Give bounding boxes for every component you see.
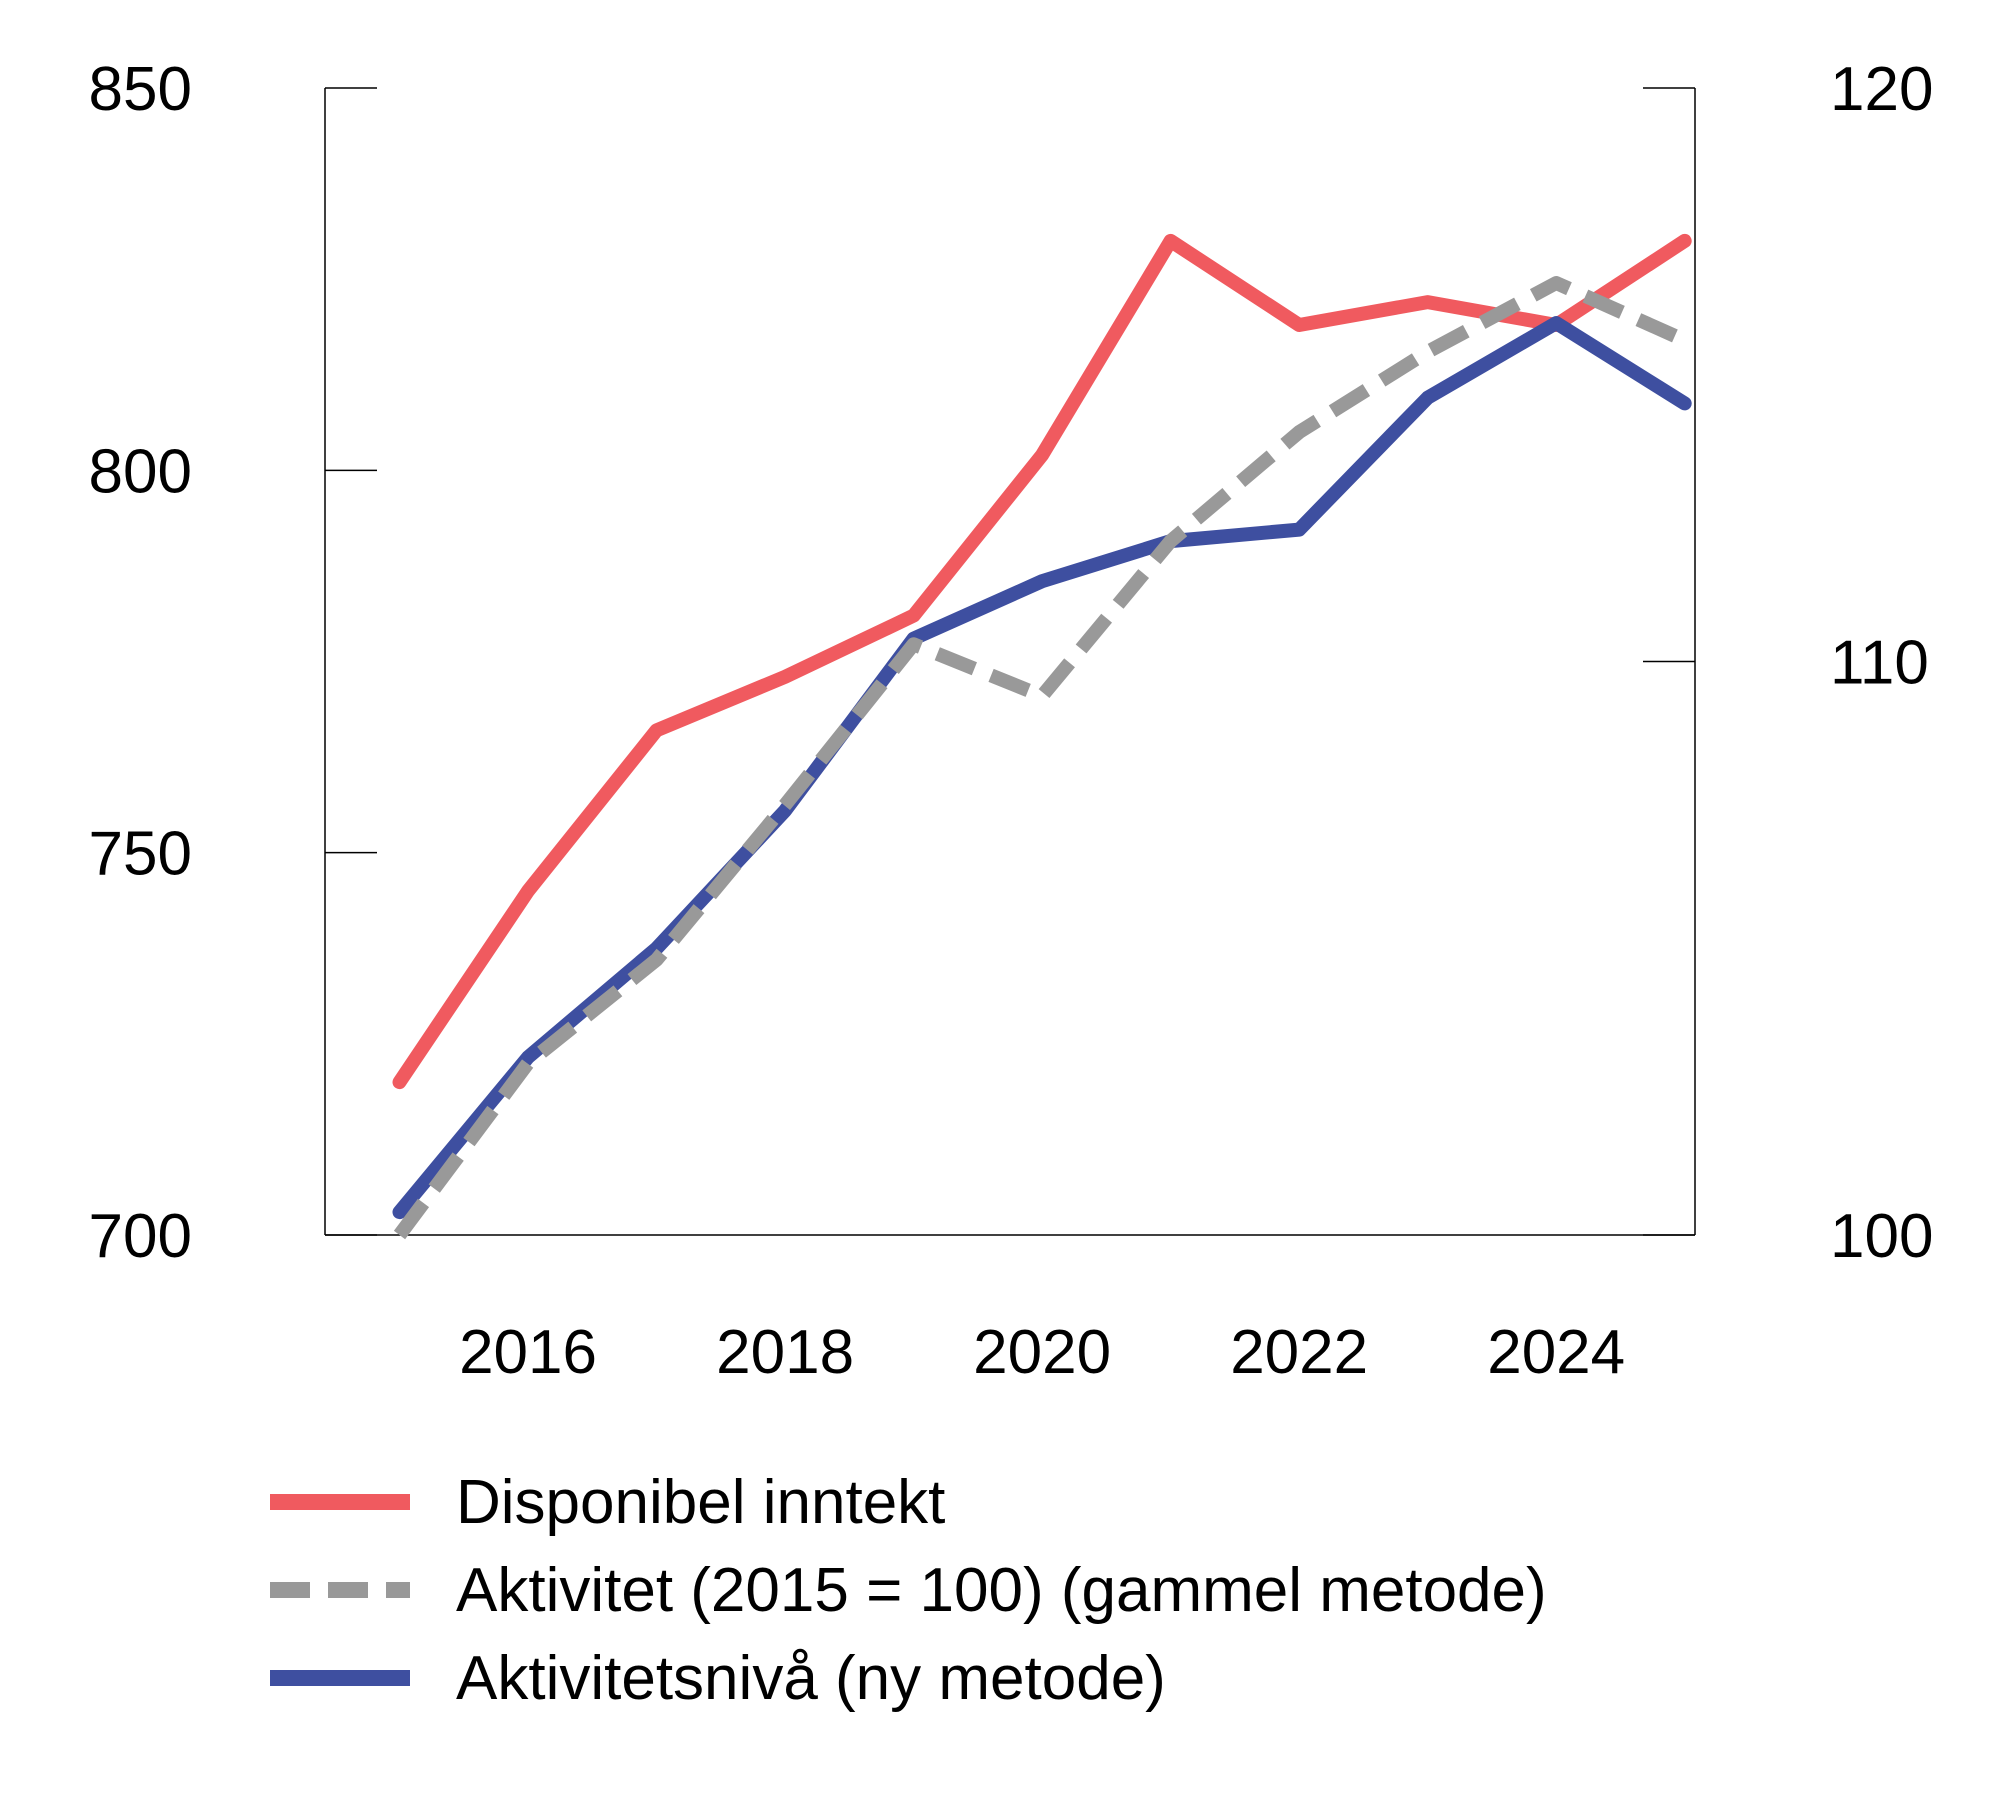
- series-line-aktivitet-gammel-metode: [393, 276, 1688, 1240]
- x-tick-label: 2020: [973, 1318, 1111, 1387]
- legend: Disponibel inntekt Aktivitet (2015 = 100…: [270, 1458, 1547, 1722]
- series-lines: [392, 233, 1692, 1240]
- x-tick-label: 2018: [716, 1318, 854, 1387]
- x-tick-label: 2024: [1487, 1318, 1625, 1387]
- legend-swatch-red: [270, 1494, 410, 1510]
- right-tick-label: 110: [1830, 629, 1929, 698]
- legend-item-aktivitet-gammel: Aktivitet (2015 = 100) (gammel metode): [270, 1546, 1547, 1634]
- x-axis-ticks: 2016 2018 2020 2022 2024: [459, 1318, 1625, 1387]
- right-tick-label: 120: [1830, 55, 1933, 124]
- series-line-aktivitetsniva-ny-metode: [392, 316, 1692, 1220]
- right-tick-label: 100: [1830, 1202, 1933, 1271]
- legend-item-disponibel-inntekt: Disponibel inntekt: [270, 1458, 1547, 1546]
- legend-swatch-blue: [270, 1670, 410, 1686]
- left-tick-label: 750: [89, 820, 192, 889]
- legend-label: Aktivitetsnivå (ny metode): [456, 1643, 1166, 1713]
- legend-item-aktivitetsniva-ny: Aktivitetsnivå (ny metode): [270, 1634, 1547, 1722]
- x-tick-label: 2022: [1230, 1318, 1368, 1387]
- right-axis-ticks: 100 110 120: [1643, 55, 1933, 1271]
- x-tick-label: 2016: [459, 1318, 597, 1387]
- left-tick-label: 850: [89, 55, 192, 124]
- left-axis-ticks: 700 750 800 850: [89, 55, 377, 1271]
- legend-label: Disponibel inntekt: [456, 1467, 946, 1537]
- left-tick-label: 800: [89, 437, 192, 506]
- legend-swatch-gray-dashed: [270, 1582, 410, 1598]
- series-line-disponibel-inntekt: [392, 233, 1692, 1090]
- legend-label: Aktivitet (2015 = 100) (gammel metode): [456, 1555, 1547, 1625]
- left-tick-label: 700: [89, 1202, 192, 1271]
